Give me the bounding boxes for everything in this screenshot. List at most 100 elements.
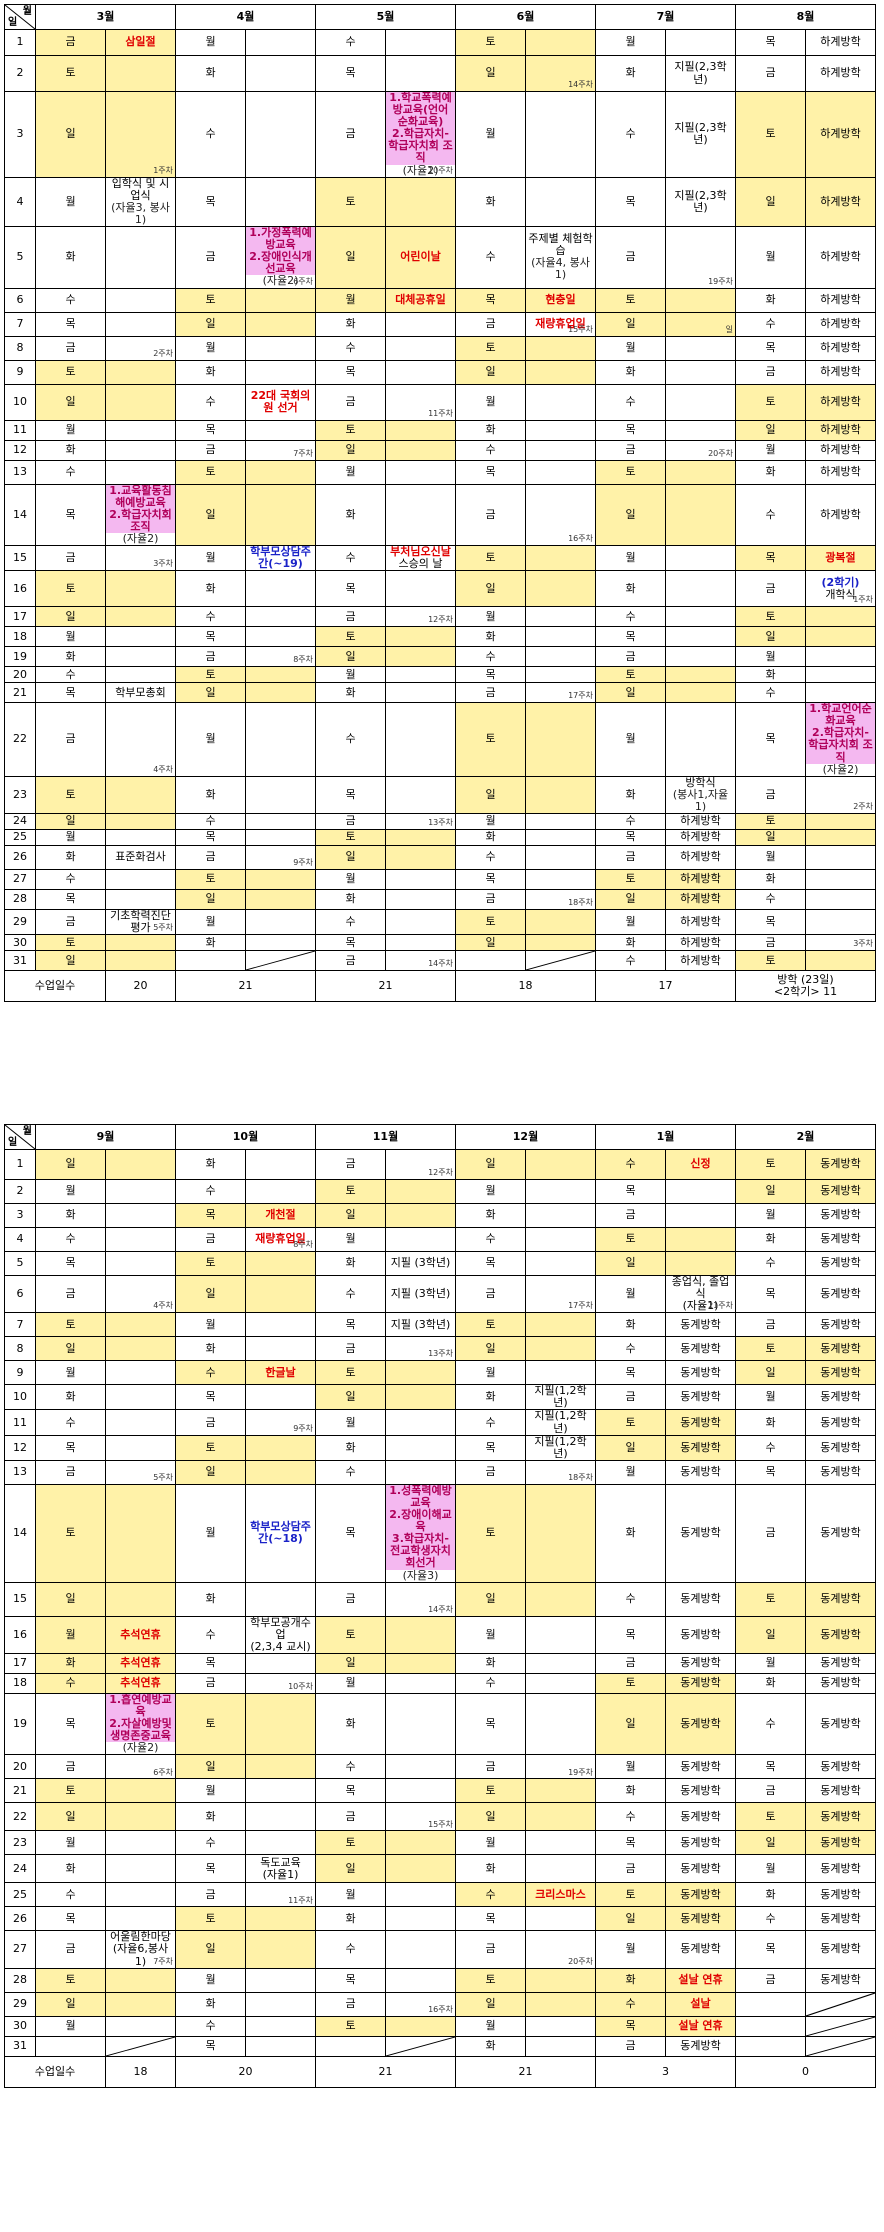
day-row: 7 토 월 목 지필 (3학년) 토 화 동계방학 금 동계방학 <box>4 1312 876 1338</box>
weekday-cell: 토 <box>735 606 806 628</box>
weekday-cell: 월 <box>175 1778 246 1804</box>
day-row: 28 토 월 목 토 화 설날 연휴 금 동계방학 <box>4 1967 876 1993</box>
day-row: 20 금 6주차 일 수 금 19주차 월 동계방학 목 동계방학 <box>4 1754 876 1780</box>
weekday-cell: 화 <box>595 775 666 815</box>
month-header: 6월 <box>455 4 596 30</box>
event-text: (2,3,4 교시) <box>250 1639 311 1653</box>
event-cell: 9주차 <box>245 845 316 870</box>
weekday-cell: 금 <box>735 1778 806 1804</box>
event-cell: 동계방학 <box>665 1483 736 1583</box>
weekday-cell: 금 <box>455 889 526 910</box>
event-cell <box>385 55 456 92</box>
weekday-cell: 수 <box>315 1274 386 1314</box>
weekday-cell: 목 <box>735 908 806 936</box>
weekday-cell: 화 <box>595 55 666 92</box>
weekday-cell: 화 <box>35 1384 106 1411</box>
weekday-cell: 수 <box>595 1991 666 2017</box>
day-number: 28 <box>4 1967 36 1993</box>
event-cell: 하계방학 <box>805 383 876 421</box>
vacation-label: 동계방학 <box>680 1759 721 1773</box>
event-cell <box>245 1312 316 1338</box>
weekday-cell: 일 <box>35 1802 106 1832</box>
event-cell <box>245 1830 316 1856</box>
event-cell <box>525 1652 596 1674</box>
weekday-cell: 수 <box>35 1409 106 1436</box>
weekday-cell: 목 <box>455 459 526 485</box>
day-row: 8 금 2주차 월 수 토 월 목 하계방학 <box>4 335 876 361</box>
event-cell <box>385 2035 456 2057</box>
weekday-cell: 월 <box>455 1830 526 1856</box>
event-subtext: (자율3, 봉사1) <box>111 200 170 226</box>
weekday-cell: 금 <box>35 544 106 572</box>
vacation-label: 동계방학 <box>680 1465 721 1479</box>
week-label: 11주차 <box>288 1895 313 1905</box>
event-cell: 동계방학 <box>805 1251 876 1276</box>
weekday-cell: 일 <box>35 383 106 421</box>
event-cell <box>245 1991 316 2017</box>
event-cell: 22대 국회의원 선거 <box>245 383 316 421</box>
weekday-cell: 수 <box>315 544 386 572</box>
vacation-label: 하계방학 <box>680 872 721 886</box>
event-cell: 11주차 <box>245 1882 316 1908</box>
event-cell <box>385 1227 456 1252</box>
weekday-cell: 월 <box>735 1384 806 1411</box>
total-value: 0 <box>735 2055 876 2088</box>
event-cell: 지필(1,2학년) <box>525 1434 596 1461</box>
weekday-cell: 화 <box>595 1967 666 1993</box>
day-number: 14 <box>4 483 36 546</box>
calendar-second-semester: 월 일 9월 10월 11월 12월 1월 2월 1 일 화 금 12주차 일 수 신정 토 동계방학 2 월 수 토 월 목… <box>4 1124 876 2088</box>
event-cell: 기초학력진단평가 5주차 <box>105 908 176 936</box>
weekday-cell: 화 <box>175 570 246 608</box>
event-text: 재량휴업일 <box>535 316 586 330</box>
event-cell: 지필(1,2학년) <box>525 1384 596 1411</box>
event-cell <box>385 626 456 648</box>
day-number: 4 <box>4 176 36 228</box>
event-cell <box>245 1434 316 1461</box>
event-cell: 동계방학 <box>805 1754 876 1780</box>
vacation-label: 동계방학 <box>820 1526 861 1540</box>
event-cell <box>245 934 316 952</box>
weekday-cell: 목 <box>315 934 386 952</box>
day-number: 6 <box>4 287 36 313</box>
weekday-cell: 수 <box>455 646 526 668</box>
vacation-label: 동계방학 <box>820 1208 861 1222</box>
day-number: 9 <box>4 359 36 385</box>
event-cell: 8주차 <box>245 646 316 668</box>
weekday-cell: 일 <box>35 1581 106 1617</box>
day-row: 29 금 기초학력진단평가 5주차 월 수 토 월 하계방학 목 <box>4 908 876 936</box>
vacation-label: 하계방학 <box>820 250 861 264</box>
weekday-cell: 금 <box>175 1672 246 1694</box>
weekday-cell: 일 <box>735 626 806 648</box>
week-label: 3주차 <box>853 939 873 949</box>
event-cell: 13주차 <box>385 813 456 830</box>
event-cell <box>245 889 316 910</box>
event-cell: 하계방학 <box>665 813 736 830</box>
day-number: 26 <box>4 845 36 870</box>
day-number: 14 <box>4 1483 36 1583</box>
event-cell <box>245 311 316 337</box>
event-cell: 18주차 <box>525 889 596 910</box>
event-cell <box>385 1409 456 1436</box>
event-cell <box>105 1360 176 1386</box>
event-cell <box>245 419 316 441</box>
weekday-cell: 일 <box>595 483 666 546</box>
event-cell: 대체공휴일 <box>385 287 456 313</box>
weekday-cell: 수 <box>175 1615 246 1654</box>
day-row: 16 토 화 목 일 화 금 (2학기) 개학식 1주차 <box>4 570 876 608</box>
event-cell <box>665 459 736 485</box>
weekday-cell: 화 <box>735 459 806 485</box>
weekday-cell: 목 <box>595 176 666 228</box>
event-cell <box>105 606 176 628</box>
event-cell: 하계방학 <box>665 869 736 890</box>
day-number: 25 <box>4 829 36 846</box>
weekday-cell: 일 <box>455 775 526 815</box>
vacation-label: 동계방학 <box>820 1973 861 1987</box>
event-cell: 하계방학 <box>805 335 876 361</box>
event-cell <box>385 1906 456 1932</box>
event-text: 추석연휴 <box>120 1676 161 1690</box>
day-row: 30 토 화 목 일 화 하계방학 금 3주차 <box>4 934 876 952</box>
weekday-cell: 토 <box>455 1778 526 1804</box>
weekday-cell: 월 <box>455 2015 526 2037</box>
vacation-label: 동계방학 <box>820 1465 861 1479</box>
event-cell: 하계방학 <box>805 91 876 178</box>
